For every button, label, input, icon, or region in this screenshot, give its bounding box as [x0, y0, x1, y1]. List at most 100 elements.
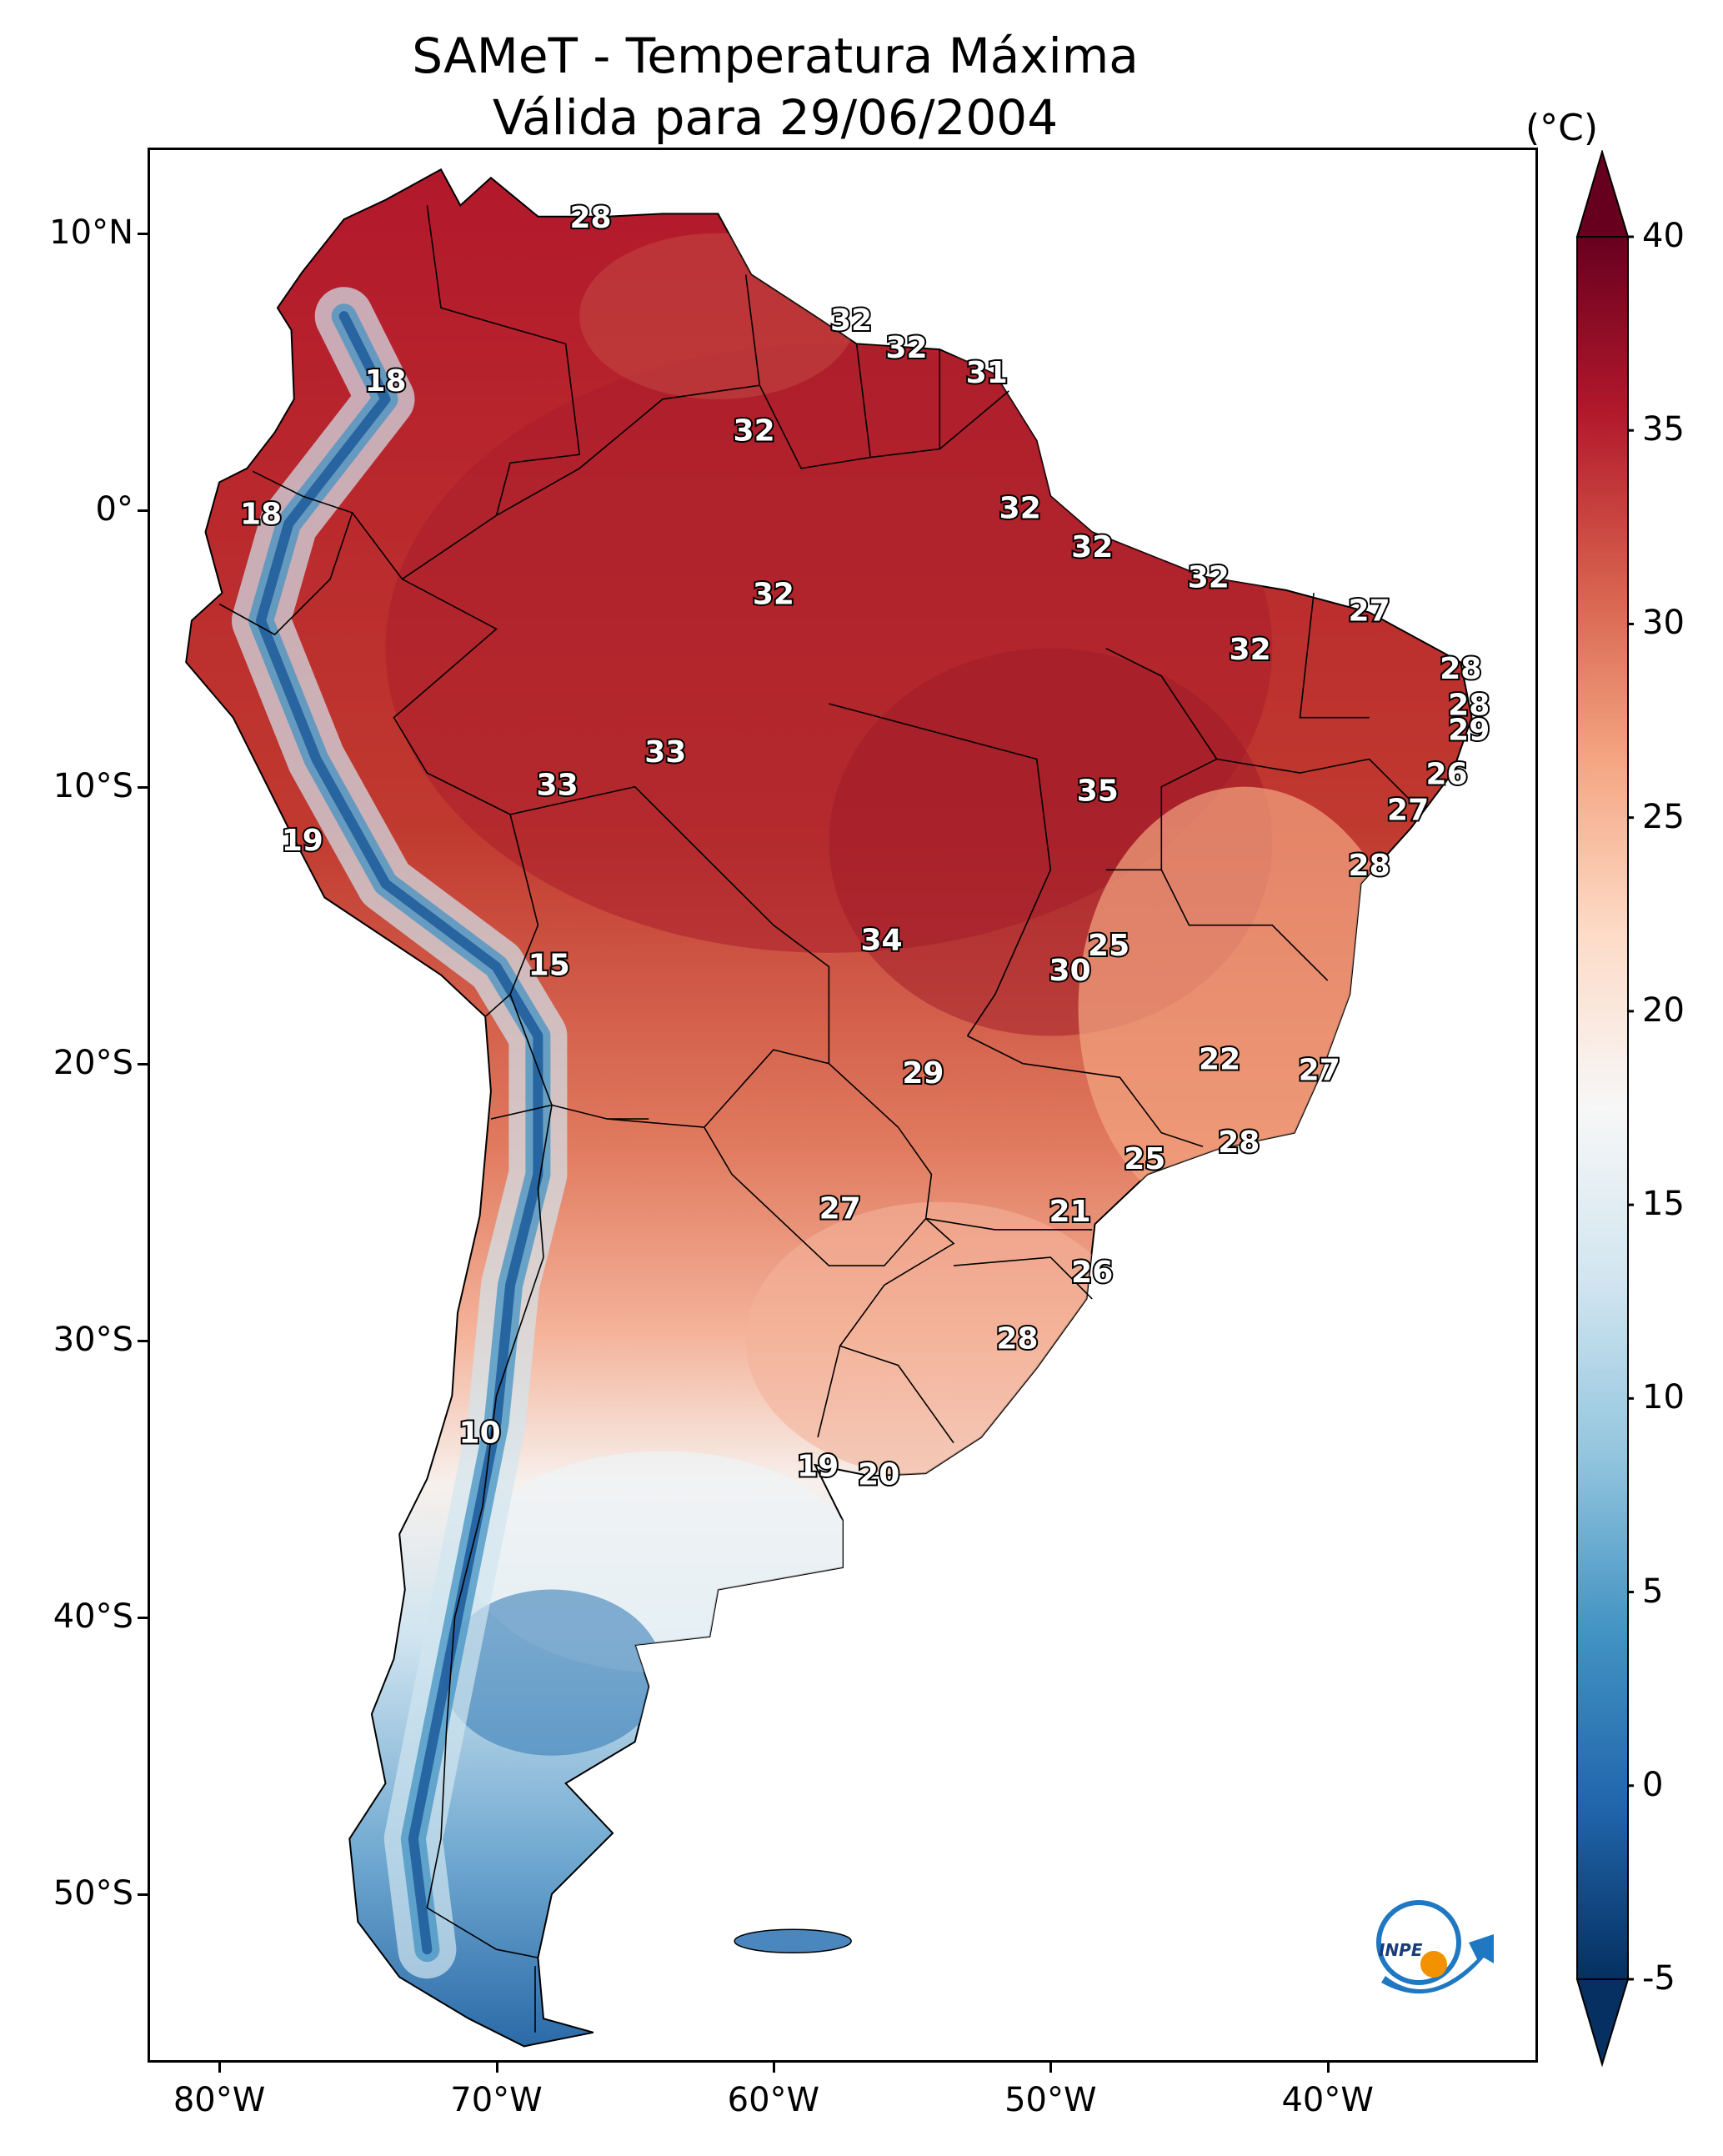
inpe-logo-arrow-icon — [1381, 1934, 1494, 1994]
map-title-line2: Válida para 29/06/2004 — [492, 89, 1059, 146]
latitude-tick-mark — [138, 785, 148, 789]
andes-band-2 — [256, 311, 543, 1955]
colorbar-min-extension — [1575, 1978, 1630, 2068]
border-line — [829, 703, 1052, 1036]
colorbar-body — [1576, 236, 1629, 1980]
colorbar-tick-marks — [1628, 235, 1634, 1981]
border-line — [967, 1035, 1204, 1148]
longitude-tick-mark — [495, 2063, 498, 2073]
station-value-label: 27 — [1349, 594, 1390, 629]
longitude-tick-mark — [772, 2063, 775, 2073]
border-line — [1299, 593, 1370, 719]
station-value-label: 35 — [1077, 774, 1119, 808]
station-value-label: 10 — [459, 1416, 501, 1451]
border-line — [393, 578, 830, 1064]
station-value-label: 32 — [999, 492, 1041, 526]
longitude-tick-mark — [218, 2063, 222, 2073]
station-value-label: 19 — [797, 1450, 839, 1484]
station-value-label: 31 — [966, 356, 1008, 390]
inpe-logo-sun-icon — [1420, 1951, 1447, 1978]
station-value-label: 19 — [282, 824, 323, 858]
station-value-label: 32 — [1188, 561, 1230, 595]
latitude-tick-mark — [138, 509, 148, 512]
station-value-label: 32 — [885, 331, 927, 365]
latitude-tick-label: 0° — [95, 489, 133, 529]
colorbar-unit: (°C) — [1525, 107, 1599, 149]
station-value-label: 27 — [1387, 794, 1429, 828]
border-line — [953, 1256, 1093, 1300]
station-value-label: 22 — [1199, 1042, 1240, 1076]
latitude-tick-label: 40°S — [53, 1597, 133, 1636]
station-value-label: 29 — [1448, 713, 1490, 747]
inpe-logo-orbit-icon — [1376, 1900, 1461, 1985]
colorbar-tick-label: 5 — [1642, 1572, 1664, 1611]
falkland-islands — [734, 1928, 852, 1953]
longitude-tick-label: 50°W — [1004, 2081, 1097, 2119]
station-value-label: 30 — [1049, 954, 1091, 988]
latitude-tick-label: 50°S — [53, 1873, 133, 1913]
station-value-label: 32 — [753, 578, 794, 612]
inpe-logo-text: INPE — [1379, 1940, 1423, 1960]
longitude-tick-mark — [1326, 2063, 1330, 2073]
border-line — [426, 1104, 553, 1958]
latitude-tick-label: 30°S — [53, 1320, 133, 1359]
border-line — [218, 512, 353, 636]
border-line — [252, 470, 403, 580]
latitude-tick-mark — [138, 232, 148, 235]
station-value-label: 29 — [902, 1056, 944, 1091]
border-line — [925, 1217, 1093, 1231]
border-line — [759, 343, 872, 469]
latitude-tick-mark — [138, 1616, 148, 1619]
border-line — [817, 1345, 954, 1444]
colorbar-tick-label: 15 — [1642, 1185, 1685, 1224]
station-value-label: 28 — [1440, 652, 1481, 686]
inpe-logo: INPE — [1376, 1900, 1494, 1994]
colorbar-tick-label: -5 — [1642, 1959, 1675, 1998]
station-value-label: 27 — [1299, 1054, 1340, 1088]
station-value-label: 28 — [1448, 688, 1490, 722]
map-title-line1: SAMeT - Temperatura Máxima — [412, 28, 1139, 84]
border-line — [839, 1218, 955, 1346]
latitude-tick-mark — [138, 1893, 148, 1896]
latitude-tick-mark — [138, 1339, 148, 1342]
latitude-tick-label: 10°N — [49, 213, 133, 252]
station-value-label: 28 — [1218, 1126, 1260, 1160]
andes-cold-band — [232, 287, 568, 1979]
station-value-label: 32 — [1071, 530, 1113, 564]
south-america-landmass — [185, 168, 1473, 2048]
country-borders — [218, 205, 1411, 2033]
latitude-tick-mark — [138, 1062, 148, 1065]
temperature-colorbar — [1575, 150, 1634, 2068]
station-value-label: 28 — [996, 1322, 1038, 1356]
station-value-label: 28 — [569, 201, 611, 235]
colorbar-tick-label: 20 — [1642, 990, 1685, 1030]
border-line — [1105, 647, 1218, 871]
station-value-label: 18 — [364, 364, 406, 399]
station-value-label: 21 — [1049, 1195, 1091, 1229]
map-frame: 28 18 32 32 31 32 18 32 32 32 32 27 32 28 28 29 26 27 33 33… — [148, 148, 1538, 2063]
station-value-label: 34 — [860, 924, 902, 958]
station-value-label: 32 — [1230, 633, 1271, 667]
longitude-tick-label: 80°W — [173, 2081, 266, 2119]
latitude-tick-label: 20°S — [53, 1043, 133, 1082]
longitude-tick-mark — [1049, 2063, 1053, 2073]
station-value-label: 28 — [1349, 849, 1390, 883]
border-line — [1216, 758, 1411, 801]
station-value-label: 27 — [819, 1192, 861, 1226]
colorbar-tick-label: 0 — [1642, 1765, 1664, 1804]
border-line — [496, 274, 761, 516]
station-value-label: 25 — [1124, 1142, 1165, 1176]
station-value-label: 20 — [858, 1457, 899, 1492]
station-value-label: 15 — [528, 949, 570, 983]
border-line — [484, 994, 511, 1017]
guiana-area — [579, 233, 857, 399]
longitude-tick-label: 40°W — [1281, 2081, 1374, 2119]
border-line — [939, 390, 1009, 450]
station-value-label: 18 — [240, 497, 282, 531]
colorbar-tick-label: 10 — [1642, 1378, 1685, 1417]
longitude-tick-label: 60°W — [727, 2081, 820, 2119]
colorbar-max-extension — [1575, 150, 1630, 238]
patagonia-cold-area — [441, 1589, 663, 1756]
